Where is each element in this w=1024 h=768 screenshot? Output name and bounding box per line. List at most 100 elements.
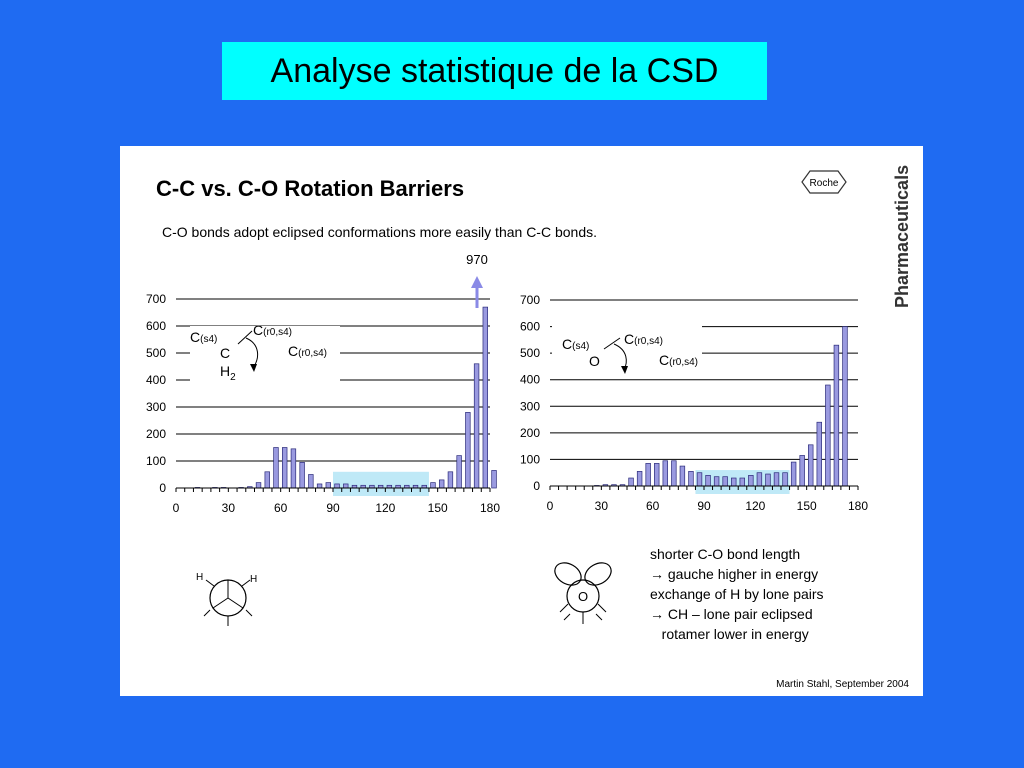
cc-x-tick-label: 150 xyxy=(428,501,448,515)
co-x-tick-label: 90 xyxy=(697,499,711,513)
mol-o-label: O xyxy=(589,353,600,369)
panel-title: C-C vs. C-O Rotation Barriers xyxy=(156,176,465,201)
cc-y-tick-label: 0 xyxy=(159,481,166,495)
co-x-tick-label: 30 xyxy=(595,499,609,513)
co-bar xyxy=(756,472,763,487)
mol-c2-label: C xyxy=(220,345,230,361)
cc-bar xyxy=(447,471,454,489)
cc-bar xyxy=(255,482,262,489)
cc-bar xyxy=(430,482,436,489)
cc-bar xyxy=(325,482,331,489)
co-bar xyxy=(722,476,728,487)
co-bar xyxy=(782,472,788,487)
note-line: rotamer lower in energy xyxy=(650,626,809,642)
cc-bar xyxy=(343,483,349,489)
cc-x-tick-label: 180 xyxy=(480,501,500,515)
note-line: exchange of H by lone pairs xyxy=(650,586,824,602)
co-y-tick-label: 200 xyxy=(520,426,540,440)
co-y-tick-label: 100 xyxy=(520,452,540,466)
cc-bar xyxy=(308,474,314,489)
cc-y-tick-label: 300 xyxy=(146,400,166,414)
cc-bar xyxy=(299,462,305,489)
cc-newman-projection: H H xyxy=(196,572,257,626)
cc-y-tick-label: 200 xyxy=(146,427,166,441)
co-bar xyxy=(662,460,668,487)
co-bar xyxy=(739,477,745,487)
mol-c1-label: C(s4) xyxy=(190,329,217,345)
cc-highlight-region xyxy=(333,471,429,496)
cc-bar xyxy=(316,483,323,489)
cc-y-tick-label: 700 xyxy=(146,292,166,306)
co-bar xyxy=(773,472,780,487)
co-bar xyxy=(679,465,686,487)
co-bar xyxy=(790,461,797,487)
co-molecule: C(s4) O C(r0,s4) C(r0,s4) xyxy=(562,331,698,374)
co-bar xyxy=(688,471,694,487)
cc-histogram: 0 100 200 300 400 500 600 700 0 30 60 90 120 150 180 9… xyxy=(146,252,500,515)
co-x-tick-label: 60 xyxy=(646,499,660,513)
co-x-tick-label: 0 xyxy=(547,499,554,513)
cc-x-tick-label: 120 xyxy=(375,501,395,515)
co-x-tick-label: 150 xyxy=(797,499,817,513)
explanation-notes: shorter C-O bond length → gauche higher … xyxy=(650,544,824,644)
cc-bar xyxy=(465,412,471,489)
co-bar xyxy=(816,421,822,487)
slide-title: Analyse statistique de la CSD xyxy=(222,42,767,100)
co-bar xyxy=(765,473,771,487)
overflow-label: 970 xyxy=(466,252,488,267)
co-bar xyxy=(713,476,720,487)
cc-bar xyxy=(282,447,288,489)
cc-y-tick-label: 600 xyxy=(146,319,166,333)
note-line: → gauche higher in energy xyxy=(650,566,819,582)
co-y-tick-label: 400 xyxy=(520,373,540,387)
co-y-tick-label: 0 xyxy=(533,479,540,493)
cc-molecule: C(s4) C H2 C(r0,s4) C(r0,s4) xyxy=(190,322,327,383)
roche-logo: Roche xyxy=(801,170,847,194)
co-bar xyxy=(825,384,831,487)
cc-x-tick-label: 90 xyxy=(326,501,340,515)
co-bar xyxy=(645,463,651,487)
newman-o-label: O xyxy=(578,589,588,604)
cc-bar xyxy=(290,448,297,489)
co-bar xyxy=(705,475,711,487)
mol-c4-label: C(r0,s4) xyxy=(288,343,327,359)
panel-subtitle: C-O bonds adopt eclipsed conformations m… xyxy=(162,224,597,240)
cc-bar xyxy=(491,470,497,489)
logo-text: Roche xyxy=(810,178,839,189)
co-y-tick-label: 700 xyxy=(520,293,540,307)
co-bar xyxy=(808,444,814,487)
figure-panel: C-C vs. C-O Rotation Barriers C-O bonds … xyxy=(120,146,923,696)
note-line: shorter C-O bond length xyxy=(650,546,801,562)
co-bar xyxy=(636,471,643,487)
credit-line: Martin Stahl, September 2004 xyxy=(776,679,909,690)
cc-x-tick-label: 0 xyxy=(173,501,180,515)
brand-vertical-label: Pharmaceuticals xyxy=(892,165,912,308)
cc-bar xyxy=(334,483,340,489)
co-y-tick-label: 300 xyxy=(520,399,540,413)
cc-bar xyxy=(264,471,270,489)
mol-c4-label: C(r0,s4) xyxy=(659,352,698,368)
newman-h-right: H xyxy=(250,574,257,585)
brand-vertical-text: Pharmaceuticals xyxy=(892,165,912,308)
cc-y-tick-label: 100 xyxy=(146,454,166,468)
co-x-tick-label: 180 xyxy=(848,499,868,513)
cc-bar xyxy=(473,363,480,489)
cc-y-tick-label: 400 xyxy=(146,373,166,387)
co-bar xyxy=(833,344,840,487)
co-bar xyxy=(696,472,703,487)
cc-bar xyxy=(273,447,279,489)
co-bar xyxy=(731,477,737,487)
co-bar xyxy=(799,455,805,487)
co-bar xyxy=(628,477,634,487)
co-bar xyxy=(671,460,677,487)
co-x-tick-label: 120 xyxy=(745,499,765,513)
co-bar xyxy=(842,326,848,487)
cc-bar xyxy=(456,455,462,489)
cc-x-tick-label: 30 xyxy=(222,501,236,515)
mol-c3-label: C(r0,s4) xyxy=(624,331,663,347)
cc-y-tick-label: 500 xyxy=(146,346,166,360)
cc-bar xyxy=(439,479,445,489)
cc-overflow-arrow: 970 xyxy=(466,252,488,308)
cc-bar xyxy=(482,306,488,489)
cc-x-tick-label: 60 xyxy=(274,501,288,515)
